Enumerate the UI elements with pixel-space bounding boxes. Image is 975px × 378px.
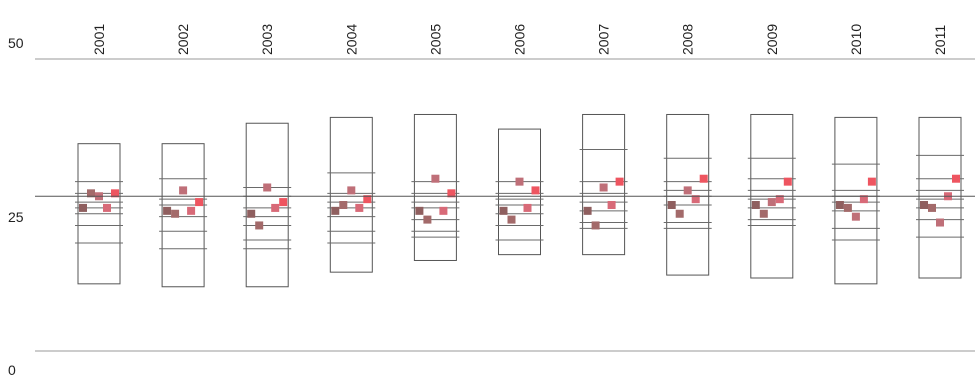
- data-point: [507, 215, 516, 224]
- data-point: [79, 203, 87, 212]
- box: [245, 122, 289, 288]
- box: [666, 113, 710, 276]
- data-point: [263, 183, 272, 192]
- x-tick-label: 2006: [512, 24, 528, 55]
- data-point: [499, 206, 508, 215]
- data-point: [691, 195, 700, 204]
- grid-layer: [35, 58, 975, 352]
- data-point: [431, 174, 440, 183]
- data-point: [767, 198, 776, 207]
- data-point: [331, 206, 340, 215]
- x-tick-label: 2010: [848, 24, 864, 55]
- data-point: [615, 177, 624, 186]
- data-point: [928, 203, 936, 212]
- data-point: [103, 203, 111, 212]
- data-point: [523, 203, 532, 212]
- data-point: [859, 195, 868, 204]
- data-point: [867, 177, 876, 186]
- y-tick-label: 25: [8, 209, 24, 225]
- x-tick-label: 2007: [596, 24, 612, 55]
- box: [834, 116, 878, 285]
- data-point: [675, 209, 684, 218]
- y-tick-label: 50: [8, 35, 24, 51]
- box: [161, 143, 205, 288]
- data-point: [163, 206, 172, 215]
- y-tick-label: 0: [8, 362, 16, 378]
- data-point: [187, 206, 196, 215]
- data-point: [952, 174, 960, 183]
- data-point: [271, 203, 280, 212]
- data-point: [920, 201, 928, 209]
- data-point: [111, 189, 119, 198]
- label-layer: 0 25 50 2001 2002 2003 2004 2005 2006 2007 2008 200…: [8, 24, 948, 378]
- data-point: [591, 221, 600, 230]
- box: [918, 116, 962, 279]
- x-tick-label: 2009: [764, 24, 780, 55]
- data-point: [87, 189, 95, 198]
- data-point: [599, 183, 608, 192]
- data-point: [851, 212, 860, 221]
- data-point: [699, 174, 708, 183]
- data-point: [835, 201, 844, 209]
- data-point: [339, 201, 348, 209]
- x-tick-label: 2008: [680, 24, 696, 55]
- box: [329, 116, 373, 273]
- data-point: [775, 195, 784, 204]
- data-point: [195, 198, 204, 207]
- data-point: [347, 186, 356, 195]
- x-tick-label: 2011: [932, 25, 948, 55]
- x-tick-label: 2002: [175, 24, 191, 55]
- data-point: [423, 215, 432, 224]
- x-tick-label: 2003: [259, 24, 275, 55]
- data-point: [247, 209, 256, 218]
- box: [498, 128, 541, 256]
- data-point: [179, 186, 188, 195]
- data-point: [843, 203, 852, 212]
- data-point: [255, 221, 264, 230]
- data-point: [607, 201, 616, 209]
- data-point: [531, 186, 540, 195]
- data-point: [683, 186, 692, 195]
- box: [582, 113, 626, 256]
- data-point: [583, 206, 592, 215]
- data-point: [279, 198, 288, 207]
- data-point: [751, 201, 760, 209]
- data-point: [936, 218, 944, 227]
- data-point: [447, 189, 456, 198]
- point-layer: [79, 174, 960, 230]
- data-point: [415, 206, 424, 215]
- data-point: [355, 203, 364, 212]
- x-tick-label: 2004: [343, 24, 359, 55]
- data-point: [783, 177, 792, 186]
- x-tick-label: 2005: [427, 24, 443, 55]
- x-tick-label: 2001: [91, 24, 107, 55]
- data-point: [515, 177, 524, 186]
- data-point: [759, 209, 768, 218]
- data-point: [171, 209, 180, 218]
- box: [413, 113, 457, 261]
- data-point: [439, 206, 448, 215]
- box-layer: [75, 113, 964, 288]
- data-point: [667, 201, 676, 209]
- data-point: [363, 195, 372, 204]
